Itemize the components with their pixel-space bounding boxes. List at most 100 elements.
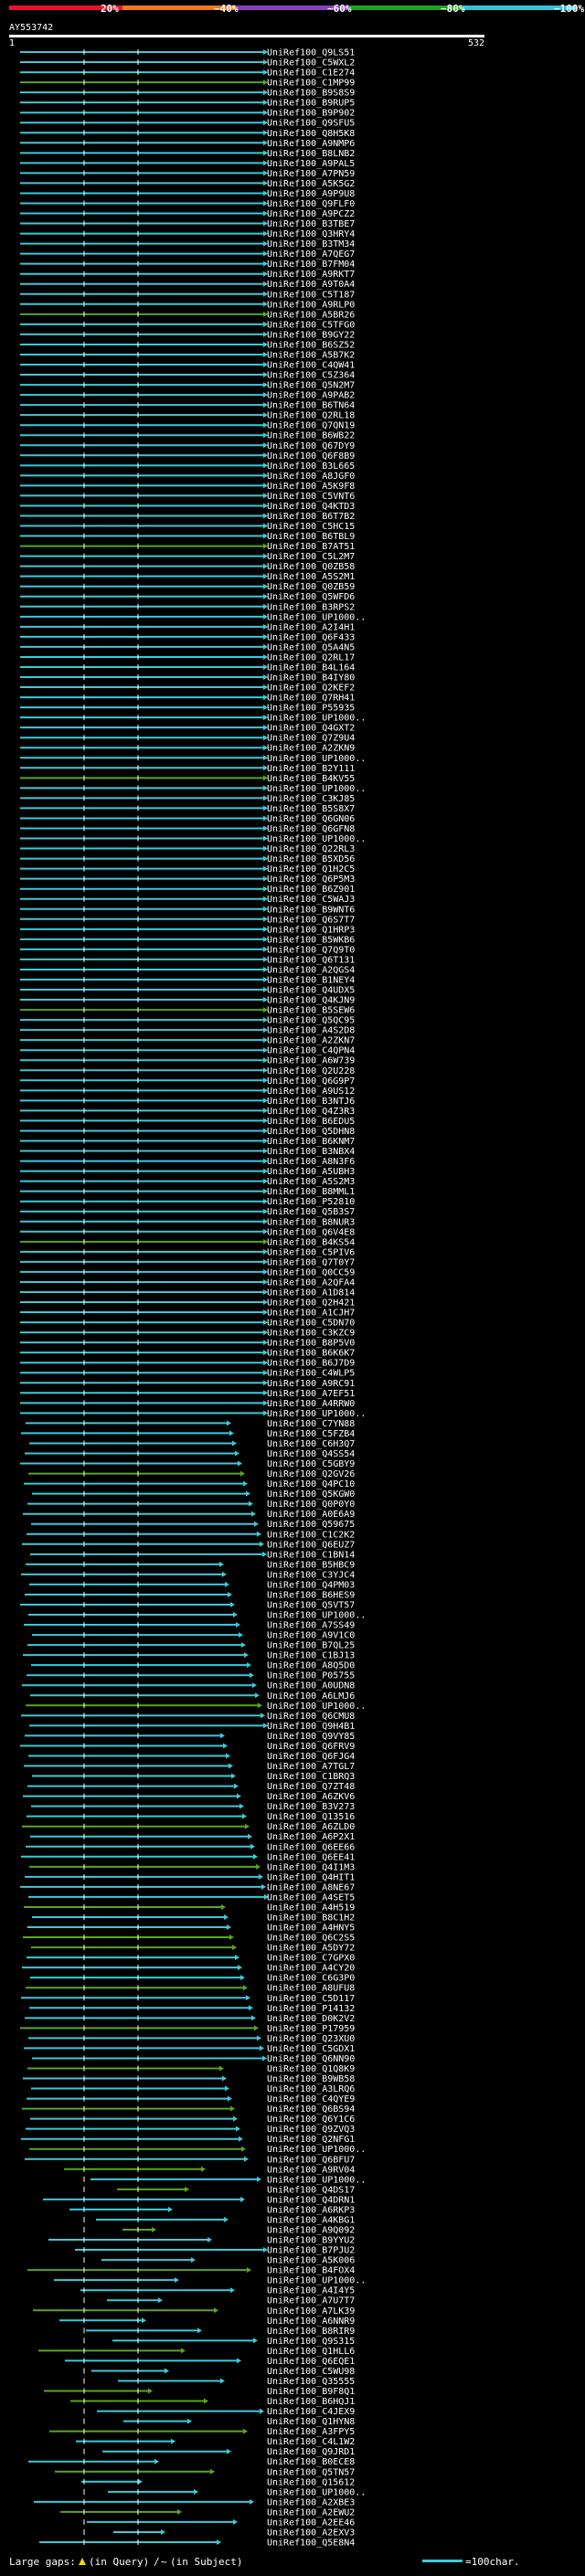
hit-label[interactable]: UniRef100_C6G3P0 xyxy=(267,1974,355,1984)
hit-label[interactable]: UniRef100_Q6T131 xyxy=(267,955,355,965)
hit-label[interactable]: UniRef100_Q4Z3R3 xyxy=(267,1107,355,1117)
hit-label[interactable]: UniRef100_Q59675 xyxy=(267,1520,355,1530)
hit-label[interactable]: UniRef100_Q2KEF2 xyxy=(267,684,355,694)
hit-label[interactable]: UniRef100_B6SZ52 xyxy=(267,340,355,350)
hit-label[interactable]: UniRef100_A9V1C0 xyxy=(267,1631,355,1641)
hit-label[interactable]: UniRef100_B9YYU2 xyxy=(267,2236,355,2246)
hit-label[interactable]: UniRef100_UP1000.. xyxy=(267,1701,366,1712)
hit-label[interactable]: UniRef100_A4KBG1 xyxy=(267,2215,355,2225)
hit-label[interactable]: UniRef100_C1BN14 xyxy=(267,1550,355,1560)
hit-label[interactable]: UniRef100_A4RRW0 xyxy=(267,1399,355,1409)
hit-label[interactable]: UniRef100_A7SS49 xyxy=(267,1621,355,1631)
hit-label[interactable]: UniRef100_Q4UDX5 xyxy=(267,986,355,996)
hit-label[interactable]: UniRef100_C5TFG0 xyxy=(267,320,355,330)
hit-label[interactable]: UniRef100_Q4DRN1 xyxy=(267,2195,355,2205)
hit-label[interactable]: UniRef100_A7EF51 xyxy=(267,1389,355,1399)
hit-label[interactable]: UniRef100_Q5VT57 xyxy=(267,1600,355,1610)
hit-label[interactable]: UniRef100_B8P5V0 xyxy=(267,1339,355,1349)
hit-label[interactable]: UniRef100_Q4PC10 xyxy=(267,1479,355,1489)
hit-label[interactable]: UniRef100_A6ZLD0 xyxy=(267,1822,355,1832)
hit-label[interactable]: UniRef100_Q0P0Y0 xyxy=(267,1500,355,1510)
hit-label[interactable]: UniRef100_A9T0A4 xyxy=(267,280,355,290)
hit-label[interactable]: UniRef100_A2ZKN9 xyxy=(267,744,355,754)
hit-label[interactable]: UniRef100_Q4GXT2 xyxy=(267,724,355,734)
hit-label[interactable]: UniRef100_Q4HIT1 xyxy=(267,1872,355,1882)
hit-label[interactable]: UniRef100_A9PCZ2 xyxy=(267,209,355,219)
hit-label[interactable]: UniRef100_A4I4Y5 xyxy=(267,2286,355,2296)
hit-label[interactable]: UniRef100_P05755 xyxy=(267,1671,355,1681)
hit-label[interactable]: UniRef100_B8MML1 xyxy=(267,1187,355,1197)
hit-label[interactable]: UniRef100_A0E6A9 xyxy=(267,1510,355,1520)
hit-label[interactable]: UniRef100_C1MP99 xyxy=(267,79,355,89)
hit-label[interactable]: UniRef100_B4KS54 xyxy=(267,1237,355,1247)
hit-label[interactable]: UniRef100_B6J7D9 xyxy=(267,1359,355,1369)
hit-label[interactable]: UniRef100_A4H519 xyxy=(267,1903,355,1913)
hit-label[interactable]: UniRef100_A2EWU2 xyxy=(267,2507,355,2518)
hit-label[interactable]: UniRef100_A3FPY5 xyxy=(267,2427,355,2437)
hit-label[interactable]: UniRef100_A9RKT7 xyxy=(267,270,355,280)
hit-label[interactable]: UniRef100_Q6C2S5 xyxy=(267,1934,355,1944)
hit-label[interactable]: UniRef100_A7TGL7 xyxy=(267,1762,355,1772)
hit-label[interactable]: UniRef100_A2EXV3 xyxy=(267,2528,355,2538)
hit-label[interactable]: UniRef100_Q2RL18 xyxy=(267,411,355,421)
hit-label[interactable]: UniRef100_A8Q5D0 xyxy=(267,1661,355,1671)
hit-label[interactable]: UniRef100_Q5N2M7 xyxy=(267,381,355,391)
hit-label[interactable]: UniRef100_Q4PM03 xyxy=(267,1580,355,1590)
hit-label[interactable]: UniRef100_UP1000.. xyxy=(267,834,366,844)
hit-label[interactable]: UniRef100_B9S8S9 xyxy=(267,89,355,99)
hit-label[interactable]: UniRef100_Q7ZT48 xyxy=(267,1782,355,1792)
hit-label[interactable]: UniRef100_C5T187 xyxy=(267,290,355,300)
hit-label[interactable]: UniRef100_A2ZKN7 xyxy=(267,1036,355,1046)
hit-label[interactable]: UniRef100_A1CJH7 xyxy=(267,1309,355,1319)
hit-label[interactable]: UniRef100_Q7RH41 xyxy=(267,694,355,704)
hit-label[interactable]: UniRef100_Q6EE41 xyxy=(267,1852,355,1862)
hit-label[interactable]: UniRef100_A6RKP3 xyxy=(267,2205,355,2215)
hit-label[interactable]: UniRef100_Q6V4E8 xyxy=(267,1227,355,1237)
hit-label[interactable]: UniRef100_B5XD56 xyxy=(267,854,355,864)
hit-label[interactable]: UniRef100_Q6GN06 xyxy=(267,814,355,824)
hit-label[interactable]: UniRef100_Q6NN90 xyxy=(267,2054,355,2064)
hit-label[interactable]: UniRef100_Q6EE66 xyxy=(267,1842,355,1852)
hit-label[interactable]: UniRef100_B4L164 xyxy=(267,663,355,673)
hit-label[interactable]: UniRef100_C4QYE9 xyxy=(267,2094,355,2104)
hit-label[interactable]: UniRef100_A4SET5 xyxy=(267,1892,355,1903)
hit-label[interactable]: UniRef100_Q1Q8K9 xyxy=(267,2064,355,2074)
hit-label[interactable]: UniRef100_Q35555 xyxy=(267,2377,355,2387)
hit-label[interactable]: UniRef100_A7PN59 xyxy=(267,169,355,179)
hit-label[interactable]: UniRef100_A4CY20 xyxy=(267,1964,355,1974)
hit-label[interactable]: UniRef100_A9PAL5 xyxy=(267,159,355,169)
hit-label[interactable]: UniRef100_Q1HLL6 xyxy=(267,2347,355,2357)
hit-label[interactable]: UniRef100_A4S2D8 xyxy=(267,1026,355,1036)
hit-label[interactable]: UniRef100_UP1000.. xyxy=(267,714,366,724)
hit-label[interactable]: UniRef100_Q6GFN8 xyxy=(267,824,355,834)
hit-label[interactable]: UniRef100_A2QFA4 xyxy=(267,1277,355,1288)
hit-label[interactable]: UniRef100_C5WU98 xyxy=(267,2367,355,2377)
hit-label[interactable]: UniRef100_A0UDN8 xyxy=(267,1681,355,1691)
hit-label[interactable]: UniRef100_B3NBX4 xyxy=(267,1147,355,1157)
hit-label[interactable]: UniRef100_Q5KGW0 xyxy=(267,1489,355,1500)
hit-label[interactable]: UniRef100_A9PAB2 xyxy=(267,391,355,401)
hit-label[interactable]: UniRef100_Q6BFU7 xyxy=(267,2155,355,2165)
hit-label[interactable]: UniRef100_Q6FJG4 xyxy=(267,1752,355,1762)
hit-label[interactable]: UniRef100_UP1000.. xyxy=(267,754,366,764)
hit-label[interactable]: UniRef100_A5K006 xyxy=(267,2256,355,2266)
hit-label[interactable]: UniRef100_A7QEG7 xyxy=(267,249,355,260)
hit-label[interactable]: UniRef100_B8NUR3 xyxy=(267,1217,355,1227)
hit-label[interactable]: UniRef100_Q6G9P7 xyxy=(267,1076,355,1087)
hit-label[interactable]: UniRef100_Q9JRD1 xyxy=(267,2447,355,2457)
hit-label[interactable]: UniRef100_C4JEX9 xyxy=(267,2407,355,2417)
hit-label[interactable]: UniRef100_B6K6K7 xyxy=(267,1349,355,1359)
hit-label[interactable]: UniRef100_B5S8X7 xyxy=(267,804,355,814)
hit-label[interactable]: UniRef100_Q2GV26 xyxy=(267,1469,355,1479)
hit-label[interactable]: UniRef100_C7GPX0 xyxy=(267,1954,355,1964)
hit-label[interactable]: UniRef100_A7U7T7 xyxy=(267,2296,355,2306)
hit-label[interactable]: UniRef100_Q6S7T7 xyxy=(267,915,355,925)
hit-label[interactable]: UniRef100_C4L1W2 xyxy=(267,2437,355,2447)
hit-label[interactable]: UniRef100_C6H3Q7 xyxy=(267,1439,355,1449)
hit-label[interactable]: UniRef100_C5DN70 xyxy=(267,1319,355,1329)
hit-label[interactable]: UniRef100_Q9H4B1 xyxy=(267,1722,355,1732)
hit-label[interactable]: UniRef100_B6TN64 xyxy=(267,401,355,411)
hit-label[interactable]: UniRef100_B0ECE8 xyxy=(267,2457,355,2467)
hit-label[interactable]: UniRef100_Q5A4N5 xyxy=(267,642,355,652)
hit-label[interactable]: UniRef100_C5GBY9 xyxy=(267,1459,355,1469)
